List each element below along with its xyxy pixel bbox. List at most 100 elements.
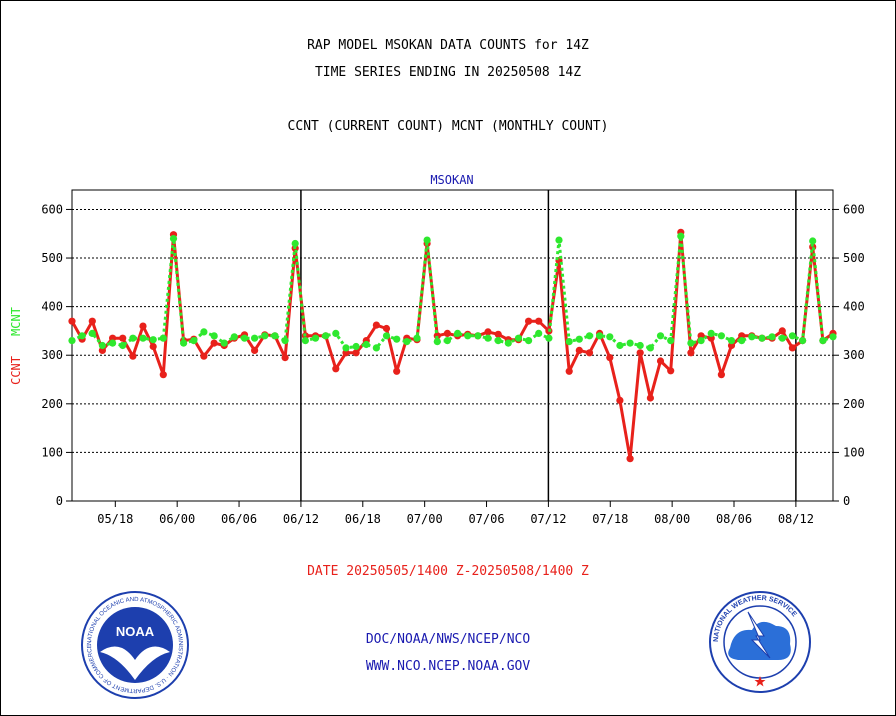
chart-title-line1: RAP MODEL MSOKAN DATA COUNTS for 14Z [307, 38, 589, 53]
data-point-mcnt [78, 332, 86, 340]
series-line-mcnt [71, 234, 834, 350]
data-point-mcnt [423, 236, 431, 244]
data-point-mcnt [616, 341, 624, 350]
data-point-mcnt [606, 333, 614, 341]
x-tick-label: 07/06 [468, 512, 504, 526]
data-point-mcnt [768, 333, 776, 341]
data-point-mcnt [362, 340, 370, 349]
data-point-mcnt [677, 232, 685, 240]
y-tick-label-right: 200 [843, 397, 865, 411]
x-tick-label: 06/00 [159, 512, 195, 526]
data-point-mcnt [758, 334, 766, 342]
data-point-ccnt [119, 334, 127, 342]
x-tick-label: 08/06 [716, 512, 752, 526]
data-point-mcnt [474, 332, 482, 340]
data-point-mcnt [443, 337, 451, 345]
data-point-mcnt [180, 339, 188, 347]
y-tick-label-right: 0 [843, 494, 850, 508]
y-tick-label-right: 500 [843, 251, 865, 265]
data-point-mcnt [697, 337, 705, 345]
data-point-mcnt [342, 344, 350, 352]
data-point-mcnt [504, 339, 512, 347]
data-point-ccnt [251, 346, 259, 354]
data-point-mcnt [727, 337, 736, 345]
data-point-mcnt [109, 339, 117, 347]
data-point-mcnt [809, 237, 817, 245]
grid-lines [72, 208, 833, 453]
data-point-ccnt [139, 322, 147, 330]
data-point-mcnt [514, 334, 523, 342]
data-point-mcnt [322, 332, 330, 340]
date-range-label: DATE 20250505/1400 Z-20250508/1400 Z [307, 564, 589, 579]
data-point-mcnt [382, 332, 391, 340]
data-point-mcnt [169, 235, 178, 243]
station-label: MSOKAN [430, 173, 473, 187]
data-point-ccnt [646, 394, 655, 402]
credit-line-org: DOC/NOAA/NWS/NCEP/NCO [365, 632, 531, 647]
data-point-ccnt [616, 396, 624, 404]
data-point-mcnt [220, 339, 228, 347]
credit-line-url: WWW.NCO.NCEP.NOAA.GOV [365, 659, 531, 674]
data-point-mcnt [240, 334, 249, 342]
data-point-mcnt [230, 333, 238, 341]
data-point-mcnt [372, 344, 380, 352]
x-tick-label: 07/12 [530, 512, 566, 526]
y-tick-label-left: 400 [41, 300, 63, 314]
data-point-mcnt [464, 332, 472, 340]
data-point-ccnt [382, 324, 391, 333]
x-tick-label: 06/18 [345, 512, 381, 526]
data-point-ccnt [667, 367, 675, 375]
data-point-mcnt [667, 337, 675, 345]
data-point-ccnt [525, 317, 533, 325]
data-point-mcnt [159, 334, 167, 342]
x-tick-label: 08/12 [778, 512, 814, 526]
data-point-mcnt [525, 337, 533, 345]
data-point-ccnt [636, 349, 644, 357]
data-point-mcnt [149, 336, 157, 344]
data-point-mcnt [281, 337, 289, 345]
data-point-mcnt [585, 332, 594, 340]
y-axis-label-mcnt: MCNT [9, 307, 23, 336]
data-point-mcnt [788, 332, 797, 340]
y-tick-label-left: 100 [41, 445, 63, 459]
data-point-ccnt [687, 349, 695, 357]
data-point-mcnt [565, 338, 573, 346]
data-point-mcnt [88, 329, 96, 337]
x-tick-label: 06/06 [221, 512, 257, 526]
data-point-mcnt [200, 328, 208, 336]
data-point-ccnt [656, 357, 665, 365]
data-point-ccnt [281, 354, 289, 362]
data-point-ccnt [352, 349, 360, 357]
y-tick-label-right: 100 [843, 445, 865, 459]
x-tick-label: 07/00 [407, 512, 443, 526]
data-point-mcnt [139, 334, 147, 342]
data-point-ccnt [68, 317, 76, 325]
data-point-ccnt [575, 346, 583, 354]
data-point-mcnt [717, 332, 726, 340]
y-tick-label-left: 600 [41, 202, 63, 216]
data-point-mcnt [596, 332, 604, 340]
data-point-mcnt [829, 333, 837, 341]
data-point-mcnt [555, 236, 563, 244]
data-point-mcnt [484, 334, 492, 342]
data-point-mcnt [119, 341, 127, 350]
data-point-mcnt [251, 334, 259, 342]
data-point-ccnt [788, 344, 797, 352]
data-point-mcnt [799, 337, 807, 345]
data-point-mcnt [748, 333, 756, 341]
y-tick-label-right: 400 [843, 300, 865, 314]
data-point-mcnt [393, 335, 401, 343]
x-tick-label: 07/18 [592, 512, 628, 526]
data-point-ccnt [778, 327, 786, 335]
data-point-ccnt [585, 349, 594, 357]
y-tick-label-right: 600 [843, 202, 865, 216]
y-axis-right: 0 100 200 300 400 500 600 [833, 202, 865, 508]
x-tick-label: 06/12 [283, 512, 319, 526]
data-point-mcnt [301, 337, 309, 345]
series-mcnt [68, 232, 837, 352]
plot-area-border [71, 189, 834, 502]
y-axis-label: CCNT MCNT [9, 307, 23, 385]
data-point-mcnt [261, 332, 269, 340]
data-point-ccnt [606, 354, 614, 362]
